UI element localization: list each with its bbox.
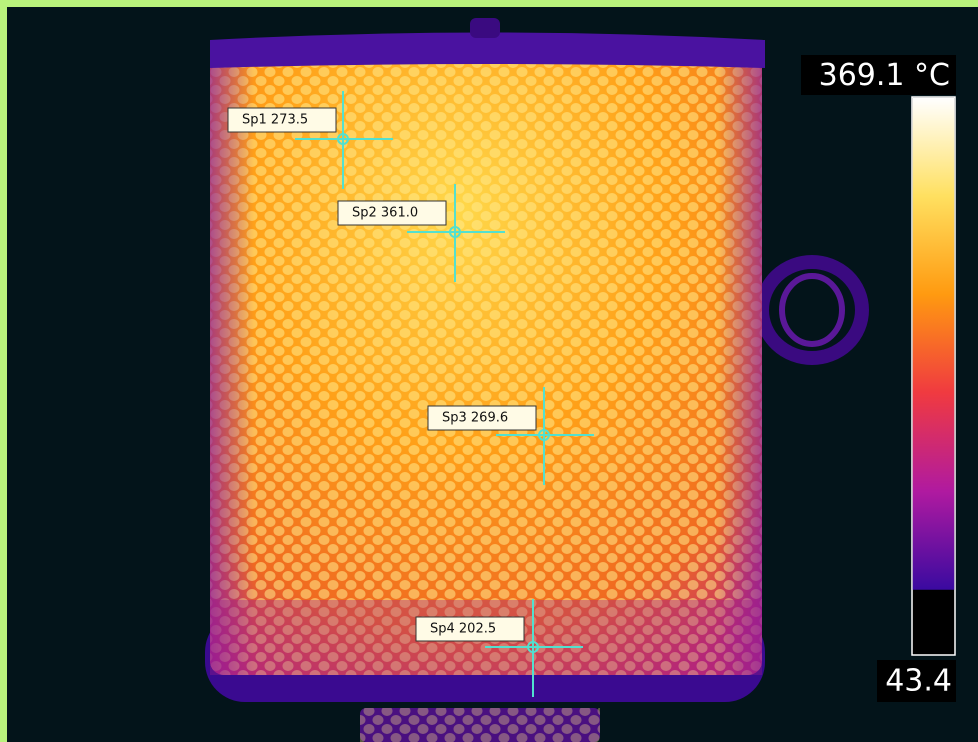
base-mesh bbox=[360, 708, 600, 742]
spot-marker bbox=[538, 429, 550, 441]
lid bbox=[210, 32, 765, 68]
spot-label: Sp3 269.6 bbox=[442, 411, 508, 426]
handle bbox=[779, 273, 845, 347]
spot-label: Sp2 361.0 bbox=[352, 206, 418, 221]
spots: Sp1 273.5 Sp2 361.0 Sp3 269.6 Sp4 202.5 bbox=[227, 91, 594, 697]
spot-marker bbox=[449, 226, 461, 238]
spot-marker bbox=[337, 133, 349, 145]
spot-label: Sp1 273.5 bbox=[242, 113, 308, 128]
spot-label-box bbox=[427, 405, 537, 431]
spot-label-box bbox=[227, 107, 337, 133]
spot-label: Sp4 202.5 bbox=[430, 622, 496, 637]
color-bar bbox=[912, 97, 955, 590]
scale-max-box bbox=[801, 55, 956, 95]
scale-max: 369.1 °C bbox=[819, 58, 950, 93]
edge-shade bbox=[210, 55, 762, 675]
scale-min: 43.4 bbox=[885, 664, 952, 699]
spot-marker bbox=[527, 641, 539, 653]
scale-min-box bbox=[877, 660, 956, 702]
spot-label-box bbox=[415, 616, 525, 642]
lid-knob bbox=[470, 18, 500, 38]
spot-label-box bbox=[337, 200, 447, 226]
